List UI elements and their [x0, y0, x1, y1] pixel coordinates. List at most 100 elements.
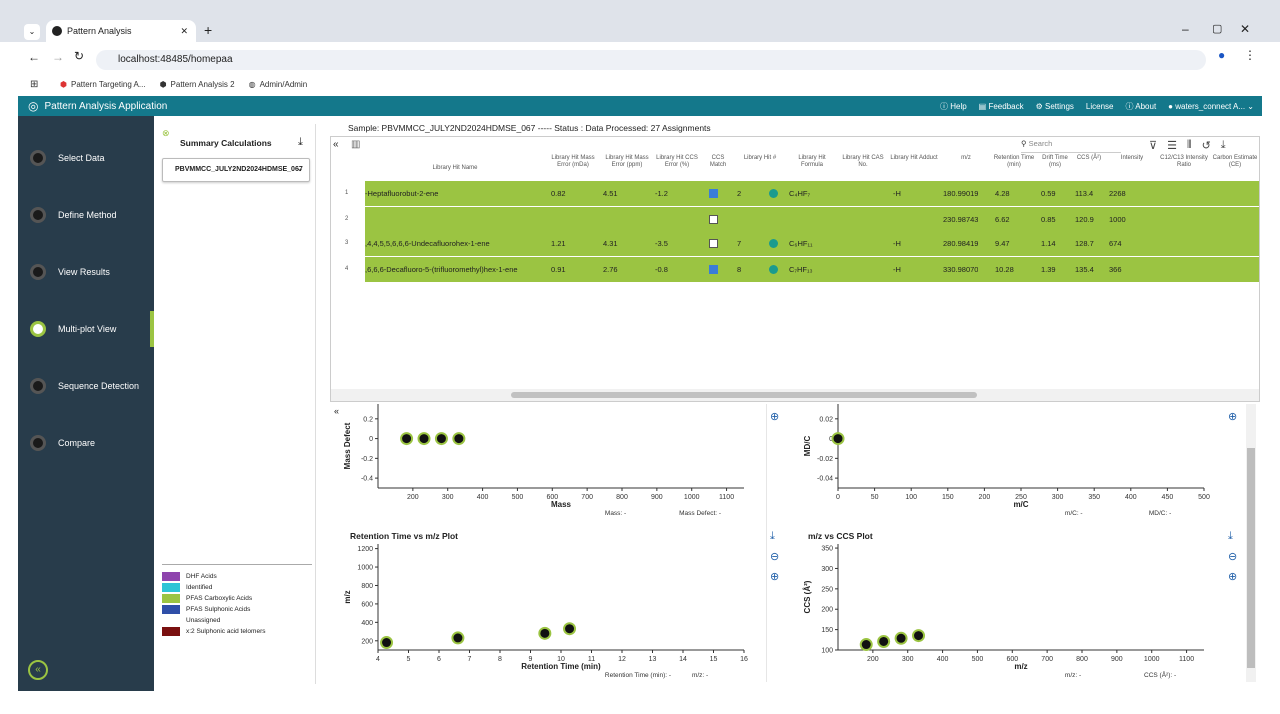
download-plot-icon[interactable]: ⤓ [1228, 530, 1233, 542]
about-link[interactable]: ⓘ About [1125, 101, 1157, 111]
y-axis-label: Mass Defect [343, 422, 352, 469]
app-logo-icon: ◎ [28, 99, 39, 113]
sample-dropdown[interactable]: PBVMMCC_JULY2ND2024HDMSE_067 ⌄ [162, 158, 310, 182]
column-header[interactable]: CCS Match [709, 155, 727, 168]
zoom-in-icon[interactable]: ⊕ [770, 571, 780, 583]
profile-icon[interactable]: ● [1218, 48, 1226, 62]
apps-grid-icon[interactable]: ⊞ [30, 78, 39, 90]
y-tick-label: 350 [821, 546, 833, 553]
y-tick-label: 1000 [357, 565, 373, 572]
export-icon[interactable]: ⤓ [1220, 139, 1226, 151]
zoom-out-icon[interactable]: ⊖ [1228, 551, 1238, 563]
filter-icon[interactable]: ⊽ [1149, 140, 1158, 152]
x-axis-label: m/z [1014, 662, 1027, 671]
minimize-icon[interactable]: – [1182, 22, 1189, 36]
nav-compare[interactable]: Compare [18, 425, 154, 461]
info-icon[interactable] [769, 239, 778, 248]
ccs-match-checkbox[interactable] [709, 265, 718, 274]
nav-define-method[interactable]: Define Method [18, 197, 154, 233]
column-header[interactable]: Retention Time (min) [993, 155, 1035, 168]
column-header[interactable]: Library Hit Formula [798, 155, 826, 168]
zoom-in-icon[interactable]: ⊕ [1228, 571, 1238, 583]
collapse-plots-icon[interactable]: « [334, 406, 340, 416]
zoom-in-icon[interactable]: ⊕ [1228, 411, 1238, 423]
column-header[interactable]: CCS (Å²) [1076, 155, 1102, 161]
column-header[interactable]: Library Hit Mass Error (mDa) [551, 155, 595, 168]
bookmark-1[interactable]: ⬢ Pattern Targeting A... [60, 79, 146, 89]
restore-icon[interactable]: ▢ [1212, 23, 1223, 35]
reload-icon[interactable]: ↻ [74, 49, 85, 63]
horizontal-scrollbar[interactable] [331, 389, 1259, 401]
mixed-view-icon[interactable]: ▥ [351, 139, 361, 150]
download-plot-icon[interactable]: ⤓ [770, 530, 775, 542]
ccs-match-checkbox[interactable] [709, 189, 718, 198]
info-icon[interactable] [769, 189, 778, 198]
reset-icon[interactable]: ↺ [1201, 140, 1211, 152]
legend-item: x:2 Sulphonic acid telomers [162, 626, 312, 637]
drift-time-cell: 0.85 [1041, 215, 1056, 224]
ppm-error-cell: 4.51 [603, 189, 618, 198]
user-menu[interactable]: ● waters_connect A... ⌄ [1168, 101, 1254, 111]
column-header[interactable]: Library Hit CCS Error (%) [656, 155, 698, 168]
nav-select-data[interactable]: Select Data [18, 140, 154, 176]
back-icon[interactable]: ← [28, 50, 40, 64]
feedback-link[interactable]: ▤ Feedback [978, 101, 1024, 111]
close-window-icon[interactable]: ✕ [1240, 22, 1251, 36]
nav-view-results[interactable]: View Results [18, 254, 154, 290]
x-tick-label: 13 [649, 656, 657, 663]
table-row[interactable]: 1 -Heptafluorobut-2-ene 0.82 4.51 -1.2 2 C₄HF₇… [345, 181, 1259, 206]
column-header[interactable]: Library Hit Name [432, 165, 478, 171]
ccs-match-checkbox[interactable] [709, 215, 718, 224]
y-tick-label: 300 [821, 566, 833, 573]
column-header[interactable]: Library Hit CAS No. [842, 155, 884, 168]
vertical-scrollbar[interactable] [1246, 404, 1256, 682]
collapse-grid-icon[interactable]: « [333, 139, 339, 150]
column-header[interactable]: C12/C13 Intensity Ratio [1160, 155, 1208, 168]
zoom-out-icon[interactable]: ⊖ [770, 551, 780, 563]
scrollbar-thumb[interactable] [1247, 448, 1255, 668]
app-title: Pattern Analysis Application [44, 100, 168, 112]
tab-list-icon[interactable]: ⌄ [24, 24, 40, 40]
cursor-readout: Retention Time (min): - [605, 672, 671, 679]
download-icon[interactable]: ⤓ [298, 136, 303, 148]
table-row[interactable]: 2 230.98743 6.62 0.85 120.9 1000 [345, 207, 1259, 232]
drift-time-cell: 0.59 [1041, 189, 1056, 198]
url-input[interactable]: localhost:48485/homepaa [96, 50, 1206, 70]
bookmark-3[interactable]: ◍ Admin/Admin [248, 79, 308, 89]
table-row[interactable]: 4 ,6,6,6-Decafluoro-5-(trifluoromethyl)he… [345, 257, 1259, 282]
collapse-summary-icon[interactable]: ⊗ [162, 128, 170, 138]
grid-search[interactable]: ⚲ Search [1021, 139, 1121, 153]
bookmark-2[interactable]: ⬢ Pattern Analysis 2 [159, 79, 235, 89]
formula-cell: C₆HF₁₁ [789, 239, 813, 248]
x-tick-label: 200 [979, 494, 991, 501]
settings-link[interactable]: ⚙ Settings [1035, 101, 1074, 111]
table-row[interactable]: 3 ,4,4,5,5,6,6,6-Undecafluorohex-1-ene 1.2… [345, 231, 1259, 256]
scrollbar-thumb[interactable] [511, 392, 977, 398]
close-tab-icon[interactable]: ✕ [180, 25, 188, 36]
license-link[interactable]: License [1085, 101, 1114, 111]
forward-icon[interactable]: → [52, 50, 64, 64]
legend-label: DHF Acids [186, 573, 217, 580]
sort-icon[interactable]: ☰ [1167, 140, 1177, 152]
zoom-in-icon[interactable]: ⊕ [770, 411, 780, 423]
column-header[interactable]: m/z [961, 155, 971, 161]
nav-sequence-detection[interactable]: Sequence Detection [18, 368, 154, 404]
new-tab-icon[interactable]: + [204, 22, 213, 38]
collapse-nav-icon[interactable]: « [28, 660, 48, 680]
menu-kebab-icon[interactable]: ⋮ [1244, 48, 1256, 62]
column-header[interactable]: Library Hit # [743, 155, 777, 161]
y-tick-label: 100 [821, 648, 833, 655]
browser-tab[interactable]: Pattern Analysis ✕ [46, 20, 196, 42]
help-link[interactable]: ⓘ Help [939, 101, 967, 111]
nav-multi-plot-view[interactable]: Multi-plot View [18, 311, 154, 347]
info-icon[interactable] [769, 265, 778, 274]
column-header[interactable]: Library Hit Mass Error (ppm) [605, 155, 649, 168]
column-header[interactable]: Carbon Estimate (CE) [1212, 155, 1258, 168]
column-header[interactable]: Intensity [1120, 155, 1144, 161]
column-header[interactable]: Library Hit Adduct [890, 155, 938, 161]
columns-icon[interactable]: ⫴ [1186, 139, 1192, 151]
column-header[interactable]: Drift Time (ms) [1042, 155, 1068, 168]
ccs-match-checkbox[interactable] [709, 239, 718, 248]
legend-label: Unassigned [186, 617, 221, 624]
x-tick-label: 100 [905, 494, 917, 501]
